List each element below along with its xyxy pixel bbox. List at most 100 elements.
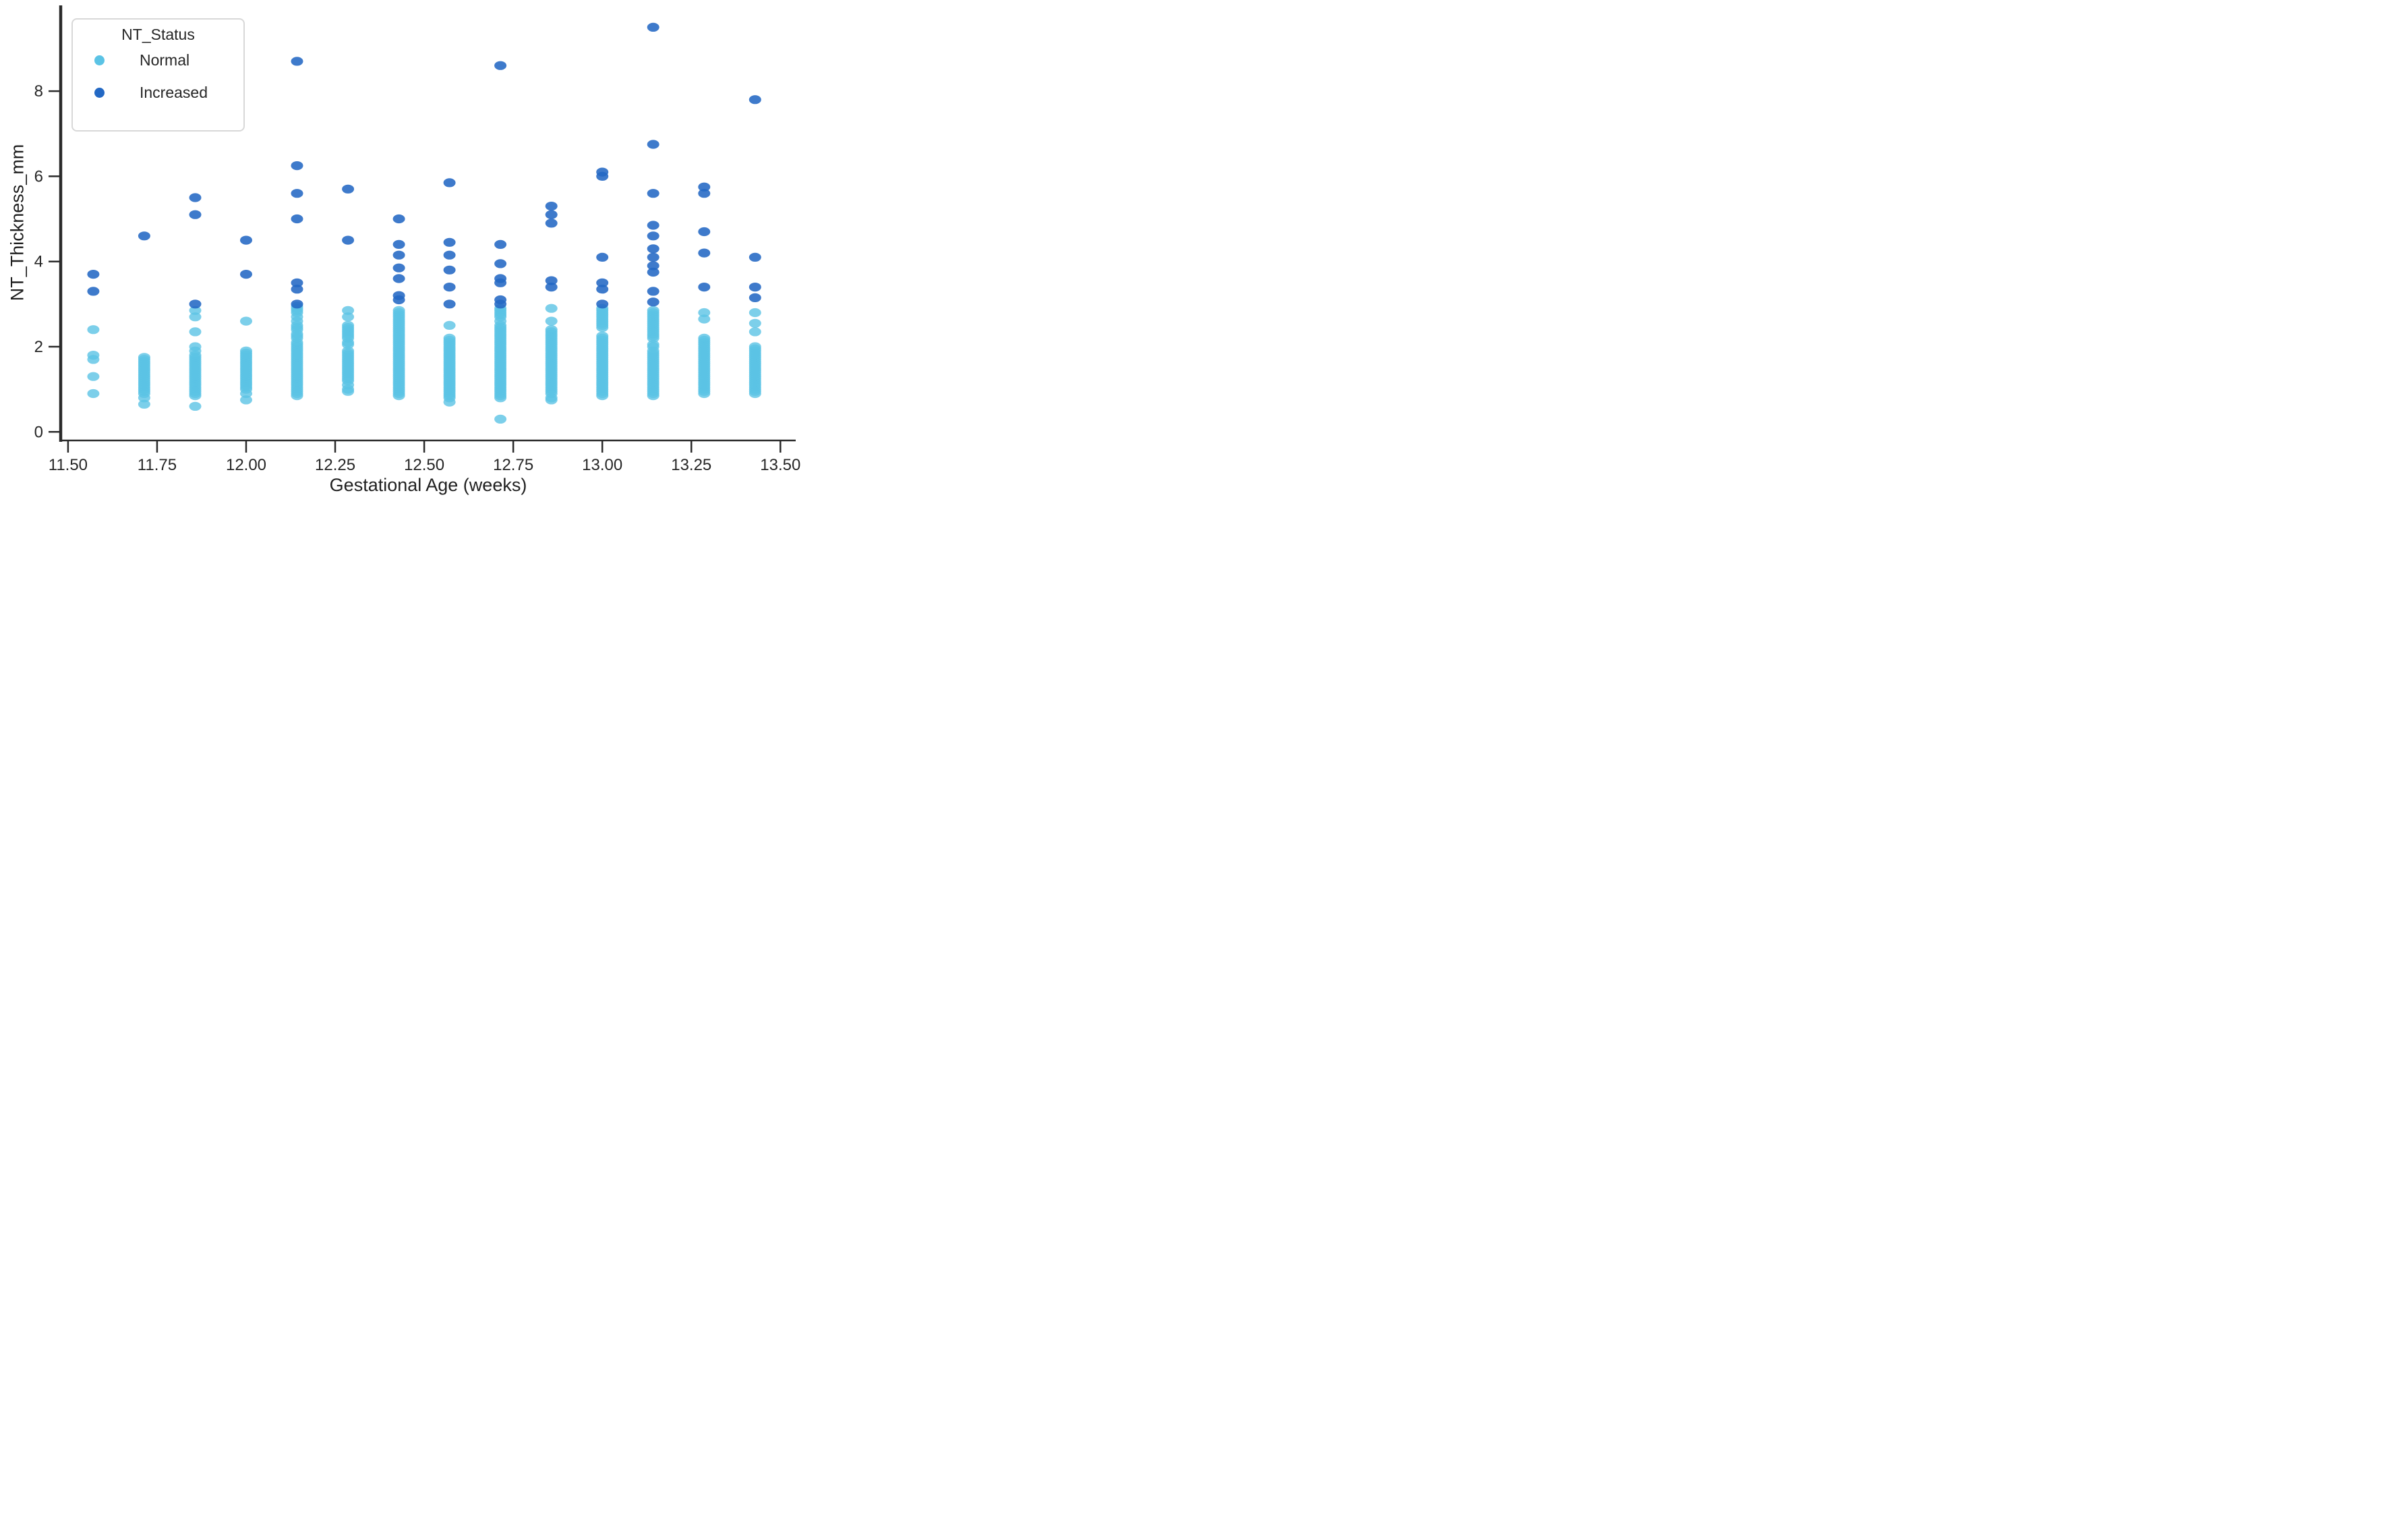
data-point-increased	[494, 61, 507, 70]
data-point-normal	[87, 372, 100, 381]
data-point-normal	[698, 314, 711, 324]
data-point-increased	[291, 57, 303, 66]
data-point-increased	[647, 287, 659, 296]
data-point-increased	[87, 287, 100, 296]
data-point-increased	[240, 270, 252, 279]
data-point-increased	[647, 297, 659, 307]
data-point-increased	[494, 259, 507, 268]
nt-thickness-scatter-figure: 11.50 11.75 12.00 12.25 12.50 12.75 13.00 13.25…	[0, 0, 802, 507]
data-point-increased	[443, 265, 456, 275]
data-point-increased	[647, 244, 659, 254]
data-point-normal	[240, 316, 252, 326]
data-point-increased	[545, 283, 558, 292]
data-point-normal	[443, 397, 456, 407]
data-point-increased	[748, 95, 761, 105]
data-point-increased	[342, 184, 355, 194]
data-point-increased	[698, 248, 711, 258]
y-axis-title: NT_Thickness_mm	[7, 144, 28, 302]
data-point-normal	[748, 318, 761, 328]
y-tick-label: 0	[34, 423, 43, 441]
data-point-increased	[342, 235, 355, 245]
data-point-normal	[138, 393, 150, 403]
x-tick-label: 11.50	[49, 456, 88, 474]
plot-svg: 11.50 11.75 12.00 12.25 12.50 12.75 13.00 13.25…	[34, 5, 800, 474]
y-tick-label: 2	[34, 338, 43, 356]
data-point-increased	[698, 182, 711, 192]
data-point-normal	[189, 391, 202, 401]
data-point-normal	[240, 389, 252, 399]
data-point-increased	[545, 202, 558, 211]
data-point-normal	[545, 304, 558, 313]
data-point-increased	[698, 227, 711, 237]
data-point-increased	[291, 214, 303, 224]
data-point-normal	[240, 395, 252, 405]
data-point-increased	[596, 252, 609, 262]
data-point-increased	[189, 210, 202, 219]
data-point-increased	[596, 285, 609, 294]
data-point-normal	[189, 401, 202, 411]
data-point-increased	[748, 293, 761, 302]
data-point-normal	[189, 312, 202, 322]
legend-item-normal: Normal	[73, 44, 243, 76]
data-point-increased	[494, 278, 507, 287]
data-point-increased	[392, 250, 405, 260]
data-point-increased	[698, 283, 711, 292]
data-point-increased	[392, 274, 405, 283]
x-tick-label: 12.50	[404, 456, 444, 474]
legend-title: NT_Status	[121, 26, 195, 43]
data-point-increased	[443, 283, 456, 292]
y-tick-label: 4	[34, 253, 43, 271]
data-point-increased	[291, 299, 303, 309]
data-point-increased	[647, 22, 659, 32]
data-point-increased	[291, 161, 303, 171]
data-point-increased	[443, 178, 456, 188]
data-point-normal	[342, 386, 355, 396]
data-point-increased	[392, 214, 405, 224]
legend-label-normal: Normal	[140, 51, 190, 69]
data-point-normal	[596, 391, 609, 401]
data-point-increased	[138, 231, 150, 241]
data-point-increased	[647, 189, 659, 198]
x-tick-label: 12.75	[493, 456, 533, 474]
data-point-normal	[545, 316, 558, 326]
data-point-increased	[748, 252, 761, 262]
legend-item-increased: Increased	[73, 76, 243, 109]
data-point-increased	[443, 250, 456, 260]
data-point-normal	[748, 308, 761, 318]
data-point-increased	[494, 239, 507, 249]
data-point-increased	[291, 278, 303, 287]
data-point-normal	[342, 306, 355, 315]
x-tick-label: 13.00	[582, 456, 622, 474]
data-point-normal	[87, 325, 100, 335]
data-point-normal	[494, 414, 507, 424]
x-tick-label: 12.25	[315, 456, 355, 474]
data-point-increased	[392, 263, 405, 273]
data-point-normal	[189, 327, 202, 337]
data-point-normal	[87, 389, 100, 399]
data-point-normal	[443, 320, 456, 330]
data-point-increased	[596, 171, 609, 181]
x-tick-label: 13.25	[671, 456, 711, 474]
data-point-normal	[647, 391, 659, 401]
legend: NT_Status Normal Increased	[71, 18, 245, 132]
data-point-normal	[698, 389, 711, 399]
y-tick-label: 8	[34, 82, 43, 101]
legend-label-increased: Increased	[140, 83, 208, 101]
data-point-normal	[494, 393, 507, 403]
data-point-normal	[138, 399, 150, 409]
x-axis-title: Gestational Age (weeks)	[329, 475, 527, 495]
data-point-increased	[494, 299, 507, 309]
data-point-increased	[392, 295, 405, 305]
data-point-increased	[596, 278, 609, 287]
x-tick-label: 13.50	[760, 456, 800, 474]
data-point-increased	[647, 221, 659, 230]
data-point-increased	[596, 299, 609, 309]
data-point-increased	[291, 189, 303, 198]
data-point-increased	[189, 193, 202, 202]
data-point-normal	[748, 389, 761, 399]
data-point-normal	[596, 323, 609, 333]
data-point-normal	[392, 391, 405, 401]
data-point-normal	[189, 306, 202, 315]
data-point-normal	[342, 312, 355, 322]
legend-swatch-normal-icon	[94, 55, 105, 65]
